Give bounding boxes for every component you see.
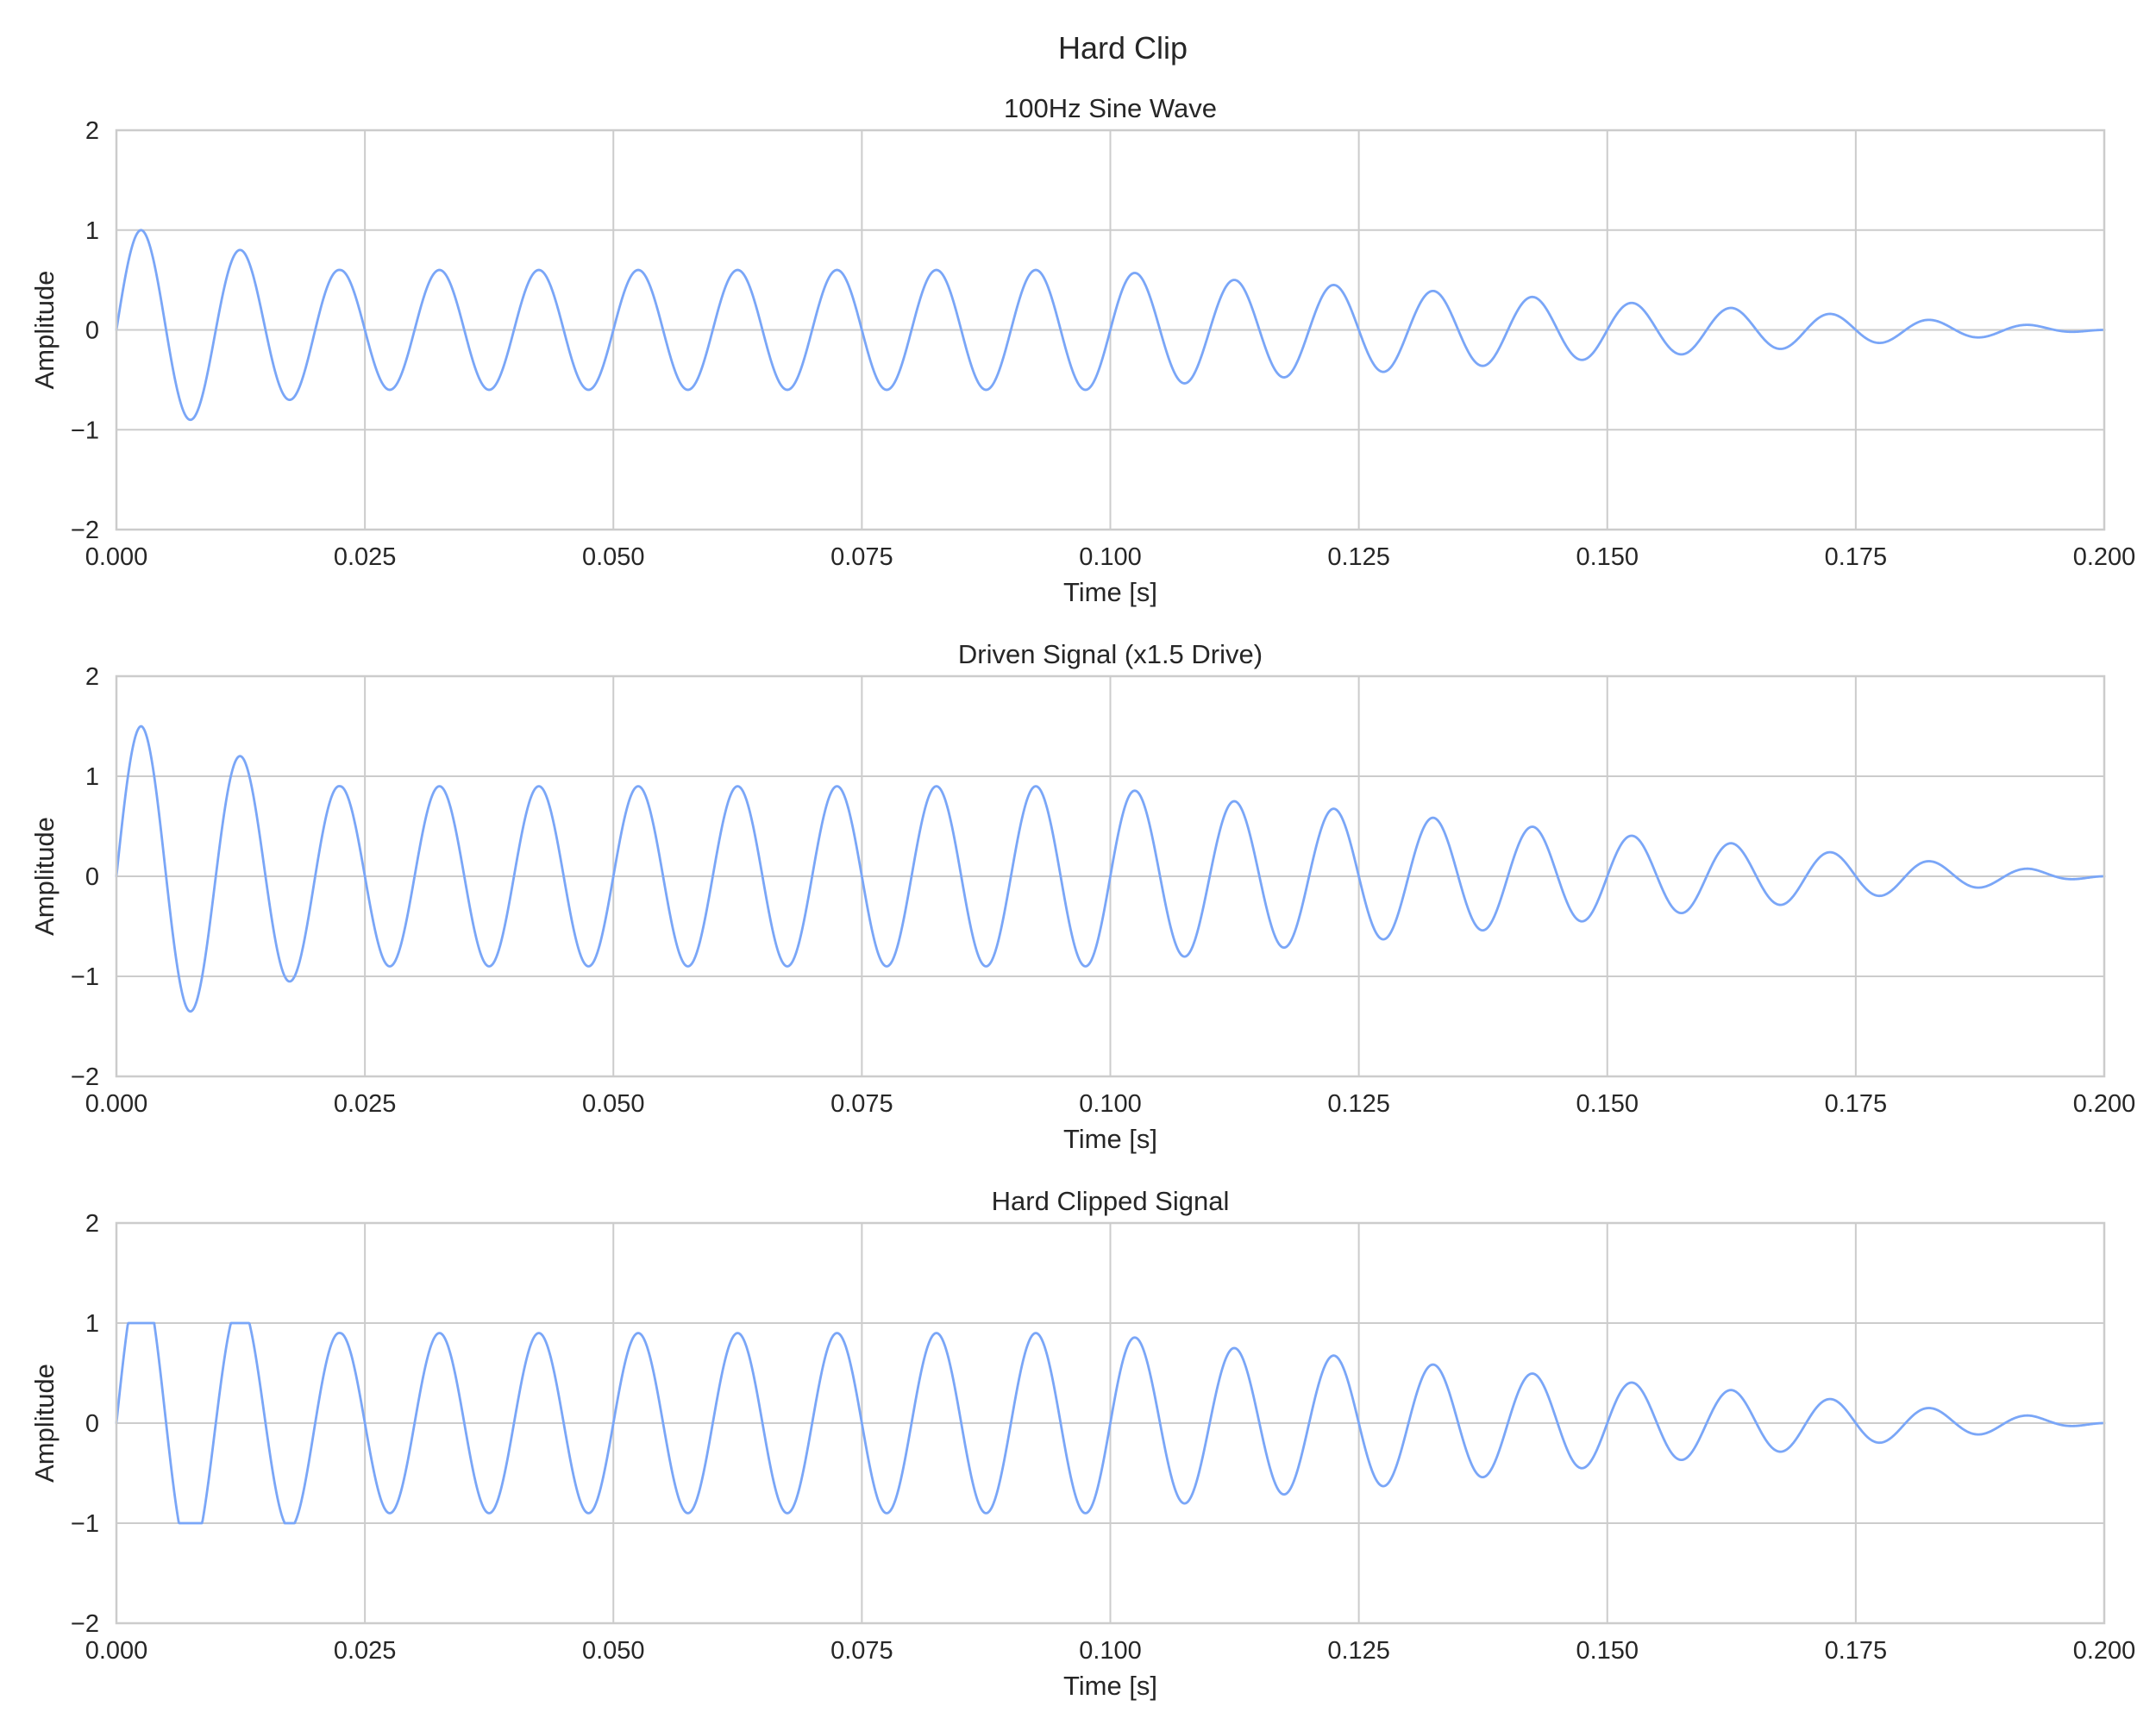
axes-frame	[115, 674, 2106, 1078]
x-axis-label: Time [s]	[1063, 577, 1157, 607]
y-tick-label: 1	[85, 763, 99, 791]
x-tick-label: 0.025	[334, 1637, 397, 1665]
x-tick-label: 0.150	[1576, 1637, 1639, 1665]
x-tick-label: 0.200	[2073, 1637, 2136, 1665]
y-tick-label: 2	[85, 663, 99, 691]
x-tick-label: 0.125	[1327, 543, 1390, 571]
subplot-title: 100Hz Sine Wave	[1004, 93, 1217, 123]
x-tick-label: 0.100	[1079, 1637, 1142, 1665]
y-tick-label: −2	[71, 1610, 99, 1638]
x-tick-label: 0.175	[1825, 543, 1888, 571]
x-tick-label: 0.000	[85, 1090, 148, 1118]
x-tick-label: 0.175	[1825, 1637, 1888, 1665]
x-axis-label: Time [s]	[1063, 1671, 1157, 1701]
figure-title: Hard Clip	[1058, 30, 1188, 66]
x-tick-label: 0.125	[1327, 1637, 1390, 1665]
x-tick-label: 0.200	[2073, 1090, 2136, 1118]
y-tick-label: 1	[85, 1310, 99, 1338]
y-axis-label: Amplitude	[29, 271, 60, 390]
y-tick-label: 1	[85, 217, 99, 245]
x-axis-label: Time [s]	[1063, 1124, 1157, 1154]
x-tick-label: 0.100	[1079, 1090, 1142, 1118]
subplot-1: 0.000 0.025 0.050 0.075 0.100 0.125 0.150 0.175…	[29, 93, 2135, 607]
y-tick-label: −1	[71, 1510, 99, 1538]
axes-frame	[115, 1221, 2106, 1625]
y-axis-label: Amplitude	[29, 817, 60, 936]
x-tick-label: 0.000	[85, 543, 148, 571]
x-tick-label: 0.200	[2073, 543, 2136, 571]
x-tick-label: 0.050	[582, 1090, 645, 1118]
x-tick-label: 0.075	[830, 1090, 893, 1118]
y-tick-label: −1	[71, 417, 99, 444]
x-tick-label: 0.150	[1576, 1090, 1639, 1118]
x-tick-label: 0.150	[1576, 543, 1639, 571]
subplot-3: 0.000 0.025 0.050 0.075 0.100 0.125 0.150 0.175…	[29, 1186, 2135, 1701]
y-tick-label: 0	[85, 1410, 99, 1438]
axes-frame	[115, 129, 2106, 531]
series-line	[115, 1321, 2106, 1525]
series-line	[115, 229, 2106, 422]
x-tick-label: 0.025	[334, 1090, 397, 1118]
y-tick-label: −2	[71, 1063, 99, 1091]
subplot-2: 0.000 0.025 0.050 0.075 0.100 0.125 0.150 0.175…	[29, 639, 2135, 1154]
x-tick-label: 0.050	[582, 543, 645, 571]
y-tick-label: 2	[85, 117, 99, 145]
y-tick-label: 0	[85, 863, 99, 891]
y-tick-label: −1	[71, 963, 99, 991]
x-tick-label: 0.075	[830, 1637, 893, 1665]
x-tick-label: 0.125	[1327, 1090, 1390, 1118]
y-tick-label: 0	[85, 317, 99, 345]
subplot-title: Driven Signal (x1.5 Drive)	[958, 639, 1263, 669]
series-line	[115, 724, 2106, 1013]
x-tick-label: 0.100	[1079, 543, 1142, 571]
subplot-title: Hard Clipped Signal	[992, 1186, 1230, 1216]
y-tick-label: 2	[85, 1210, 99, 1238]
y-tick-label: −2	[71, 517, 99, 544]
x-tick-label: 0.025	[334, 543, 397, 571]
x-tick-label: 0.075	[830, 543, 893, 571]
x-tick-label: 0.175	[1825, 1090, 1888, 1118]
x-tick-label: 0.000	[85, 1637, 148, 1665]
y-axis-label: Amplitude	[29, 1364, 60, 1483]
x-tick-label: 0.050	[582, 1637, 645, 1665]
